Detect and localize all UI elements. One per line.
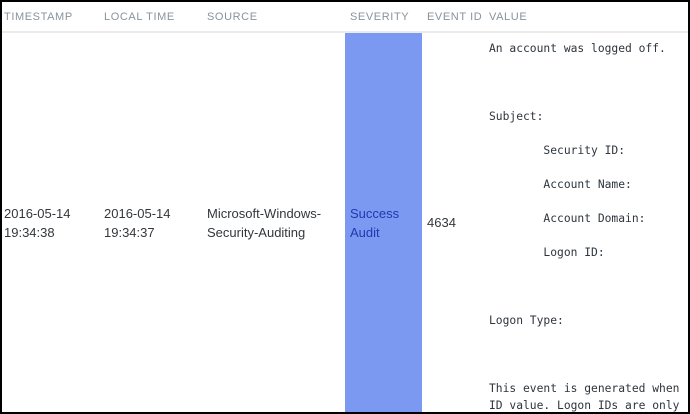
local-time-cell: 2016-05-14 19:34:37 — [104, 205, 171, 240]
event-description-text: An account was logged off. Subject: Secu… — [489, 42, 680, 412]
severity-cell: Success Audit — [345, 33, 422, 412]
column-header-local-time[interactable]: LOCAL TIME — [104, 10, 175, 23]
column-header-event-id[interactable]: EVENT ID — [427, 10, 483, 23]
table-header-row: TIMESTAMP LOCAL TIME SOURCE SEVERITY EVE… — [2, 2, 688, 33]
column-header-value[interactable]: VALUE — [489, 10, 528, 23]
column-header-timestamp[interactable]: TIMESTAMP — [4, 10, 73, 23]
column-header-source[interactable]: SOURCE — [207, 10, 258, 23]
column-header-severity[interactable]: SEVERITY — [350, 10, 410, 23]
source-cell: Microsoft-Windows-Security-Auditing — [207, 205, 322, 240]
event-log-row[interactable]: 2016-05-14 19:34:38 2016-05-14 19:34:37 … — [2, 33, 688, 412]
value-cell: An account was logged off. Subject: Secu… — [484, 33, 688, 412]
event-id-cell: 4634 — [427, 215, 456, 230]
timestamp-cell: 2016-05-14 19:34:38 — [4, 205, 71, 240]
